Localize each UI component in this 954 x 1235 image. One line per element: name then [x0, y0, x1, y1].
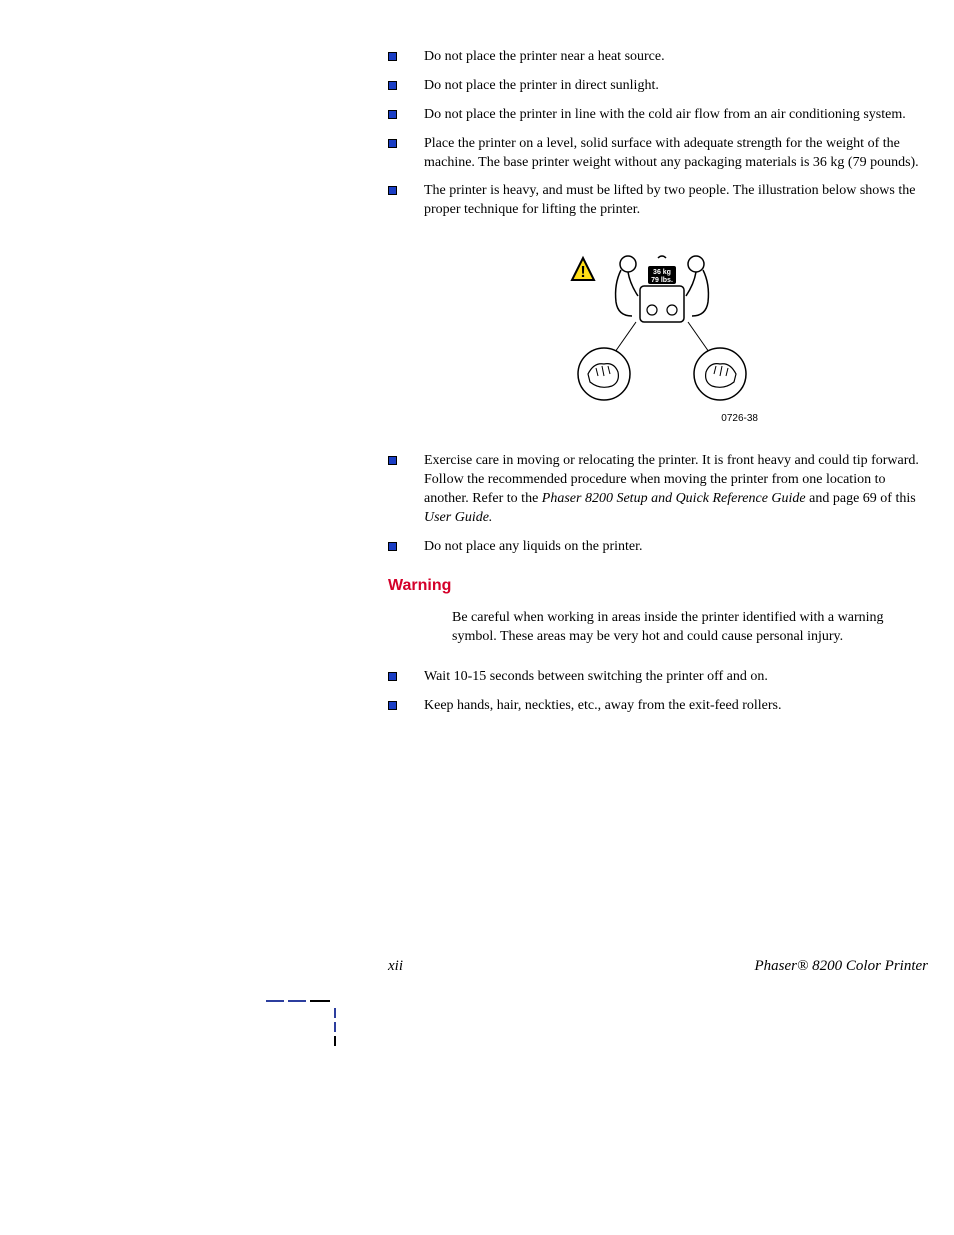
list-text: The printer is heavy, and must be lifted… [424, 183, 915, 217]
main-content: Do not place the printer near a heat sou… [388, 48, 928, 726]
crop-dash-icon [266, 1000, 284, 1002]
svg-text:79 lbs.: 79 lbs. [651, 277, 673, 284]
list-item: Place the printer on a level, solid surf… [388, 135, 928, 173]
bullet-icon [388, 186, 397, 195]
bullet-icon [388, 110, 397, 119]
footer-line: xii Phaser® 8200 Color Printer [388, 958, 928, 975]
list-text: Keep hands, hair, neckties, etc., away f… [424, 698, 781, 713]
list-item: Do not place any liquids on the printer. [388, 538, 928, 557]
list-item: Do not place the printer near a heat sou… [388, 48, 928, 67]
list-text: Do not place any liquids on the printer. [424, 539, 643, 554]
warning-body: Be careful when working in areas inside … [452, 609, 908, 647]
bullet-icon [388, 139, 397, 148]
list-item: Exercise care in moving or relocating th… [388, 452, 928, 528]
list-text: Do not place the printer in line with th… [424, 107, 906, 122]
list-text: Exercise care in moving or relocating th… [424, 453, 919, 525]
list-item: Do not place the printer in line with th… [388, 106, 928, 125]
bullet-list-2: Exercise care in moving or relocating th… [388, 452, 928, 556]
bullet-icon [388, 672, 397, 681]
bullet-icon [388, 456, 397, 465]
printer-model: Phaser® 8200 Color Printer [755, 958, 928, 975]
list-text: Do not place the printer in direct sunli… [424, 78, 659, 93]
bullet-icon [388, 52, 397, 61]
list-item: Keep hands, hair, neckties, etc., away f… [388, 697, 928, 716]
svg-text:!: ! [580, 264, 585, 281]
illustration-code: 0726-38 [558, 413, 758, 424]
list-item: The printer is heavy, and must be lifted… [388, 182, 928, 220]
bullet-list-3: Wait 10-15 seconds between switching the… [388, 668, 928, 716]
list-text: Place the printer on a level, solid surf… [424, 136, 919, 170]
crop-dash-icon [310, 1000, 330, 1002]
list-item: Do not place the printer in direct sunli… [388, 77, 928, 96]
crop-dash-icon [334, 1008, 336, 1018]
bullet-icon [388, 701, 397, 710]
bullet-icon [388, 542, 397, 551]
lift-diagram-svg: ! 36 kg 79 lbs. [558, 244, 758, 404]
page-footer: xii Phaser® 8200 Color Printer [388, 958, 928, 975]
lifting-illustration: ! 36 kg 79 lbs. [558, 244, 758, 424]
crop-dash-icon [334, 1022, 336, 1032]
bullet-icon [388, 81, 397, 90]
bullet-list-1: Do not place the printer near a heat sou… [388, 48, 928, 220]
page-number: xii [388, 958, 403, 975]
list-text: Wait 10-15 seconds between switching the… [424, 669, 768, 684]
crop-dash-icon [288, 1000, 306, 1002]
illustration-container: ! 36 kg 79 lbs. [388, 244, 928, 424]
svg-text:36 kg: 36 kg [653, 269, 671, 276]
list-text: Do not place the printer near a heat sou… [424, 49, 665, 64]
warning-heading: Warning [388, 577, 928, 595]
crop-dash-icon [334, 1036, 336, 1046]
list-item: Wait 10-15 seconds between switching the… [388, 668, 928, 687]
